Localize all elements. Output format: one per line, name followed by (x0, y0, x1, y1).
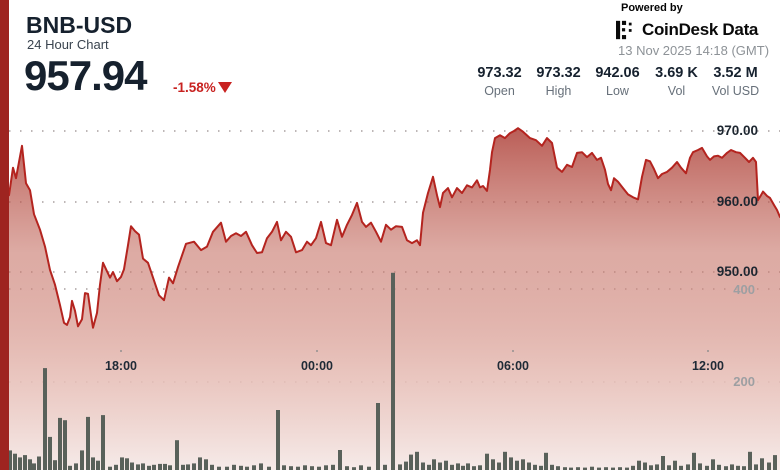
stat-open-value: 973.32 (477, 65, 522, 81)
triangle-down-icon (218, 82, 232, 93)
stat-high: 973.32 High (529, 65, 588, 98)
powered-by-label: Powered by (621, 2, 683, 14)
stat-low: 942.06 Low (588, 65, 647, 98)
volume-bars (8, 272, 777, 470)
volume-axis-label-400: 400 (733, 282, 755, 297)
x-axis-label-1800: 18:00 (105, 359, 137, 373)
y-axis-label-970: 970.00 (716, 123, 758, 138)
tick-dot-06 (512, 350, 514, 352)
price-line (8, 127, 780, 329)
page-title: BNB-USD (26, 12, 133, 38)
gridline-960 (9, 201, 780, 203)
y-axis-label-960: 960.00 (716, 194, 758, 209)
stat-high-value: 973.32 (536, 65, 581, 81)
x-axis-label-0600: 06:00 (497, 359, 529, 373)
coindesk-logo-icon (616, 20, 632, 40)
stat-vol-usd: 3.52 M Vol USD (706, 65, 765, 98)
price-change-percent: -1.58% (173, 80, 216, 95)
x-axis-label-0000: 00:00 (301, 359, 333, 373)
gridline-970 (9, 130, 780, 132)
stat-vol-usd-label: Vol USD (711, 84, 760, 98)
x-axis-label-1200: 12:00 (692, 359, 724, 373)
stat-high-label: High (545, 84, 572, 98)
left-accent-bar (0, 0, 9, 470)
ohlc-stats-row: 973.32 Open 973.32 High 942.06 Low 3.69 … (470, 65, 765, 98)
tick-dot-00 (316, 350, 318, 352)
timestamp: 13 Nov 2025 14:18 (GMT) (618, 43, 770, 58)
tick-dot-18 (120, 350, 122, 352)
stat-low-value: 942.06 (595, 65, 640, 81)
stat-open-label: Open (484, 84, 515, 98)
tick-dot-12 (707, 350, 709, 352)
stat-open: 973.32 Open (470, 65, 529, 98)
y-axis-label-950: 950.00 (716, 264, 758, 279)
stat-vol-usd-value: 3.52 M (713, 65, 758, 81)
volume-axis-label-200: 200 (733, 374, 755, 389)
brand-name: CoinDesk Data (642, 20, 759, 39)
stat-vol-label: Vol (667, 84, 686, 98)
stat-vol: 3.69 K Vol (647, 65, 706, 98)
stat-low-label: Low (606, 84, 629, 98)
chart-subtitle: 24 Hour Chart (27, 37, 109, 52)
stat-vol-value: 3.69 K (655, 65, 698, 81)
current-price: 957.94 (24, 52, 147, 99)
brand-row: CoinDesk Data (616, 20, 758, 40)
